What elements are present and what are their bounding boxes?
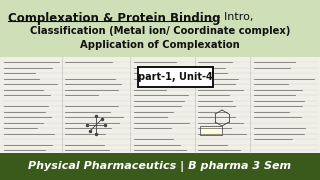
Bar — [0, 57, 320, 153]
Bar — [138, 67, 213, 87]
Text: Application of Complexation: Application of Complexation — [80, 40, 240, 50]
Bar — [0, 0, 320, 57]
Bar — [200, 126, 222, 135]
Text: Classification (Metal ion/ Coordinate complex): Classification (Metal ion/ Coordinate co… — [30, 26, 290, 36]
Text: Physical Pharmaceutics | B pharma 3 Sem: Physical Pharmaceutics | B pharma 3 Sem — [28, 161, 292, 172]
Text: - Intro,: - Intro, — [213, 12, 253, 22]
Text: Complexation & Protein Binding: Complexation & Protein Binding — [8, 12, 220, 25]
Text: part-1, Unit-4: part-1, Unit-4 — [138, 72, 213, 82]
Bar — [0, 153, 320, 180]
